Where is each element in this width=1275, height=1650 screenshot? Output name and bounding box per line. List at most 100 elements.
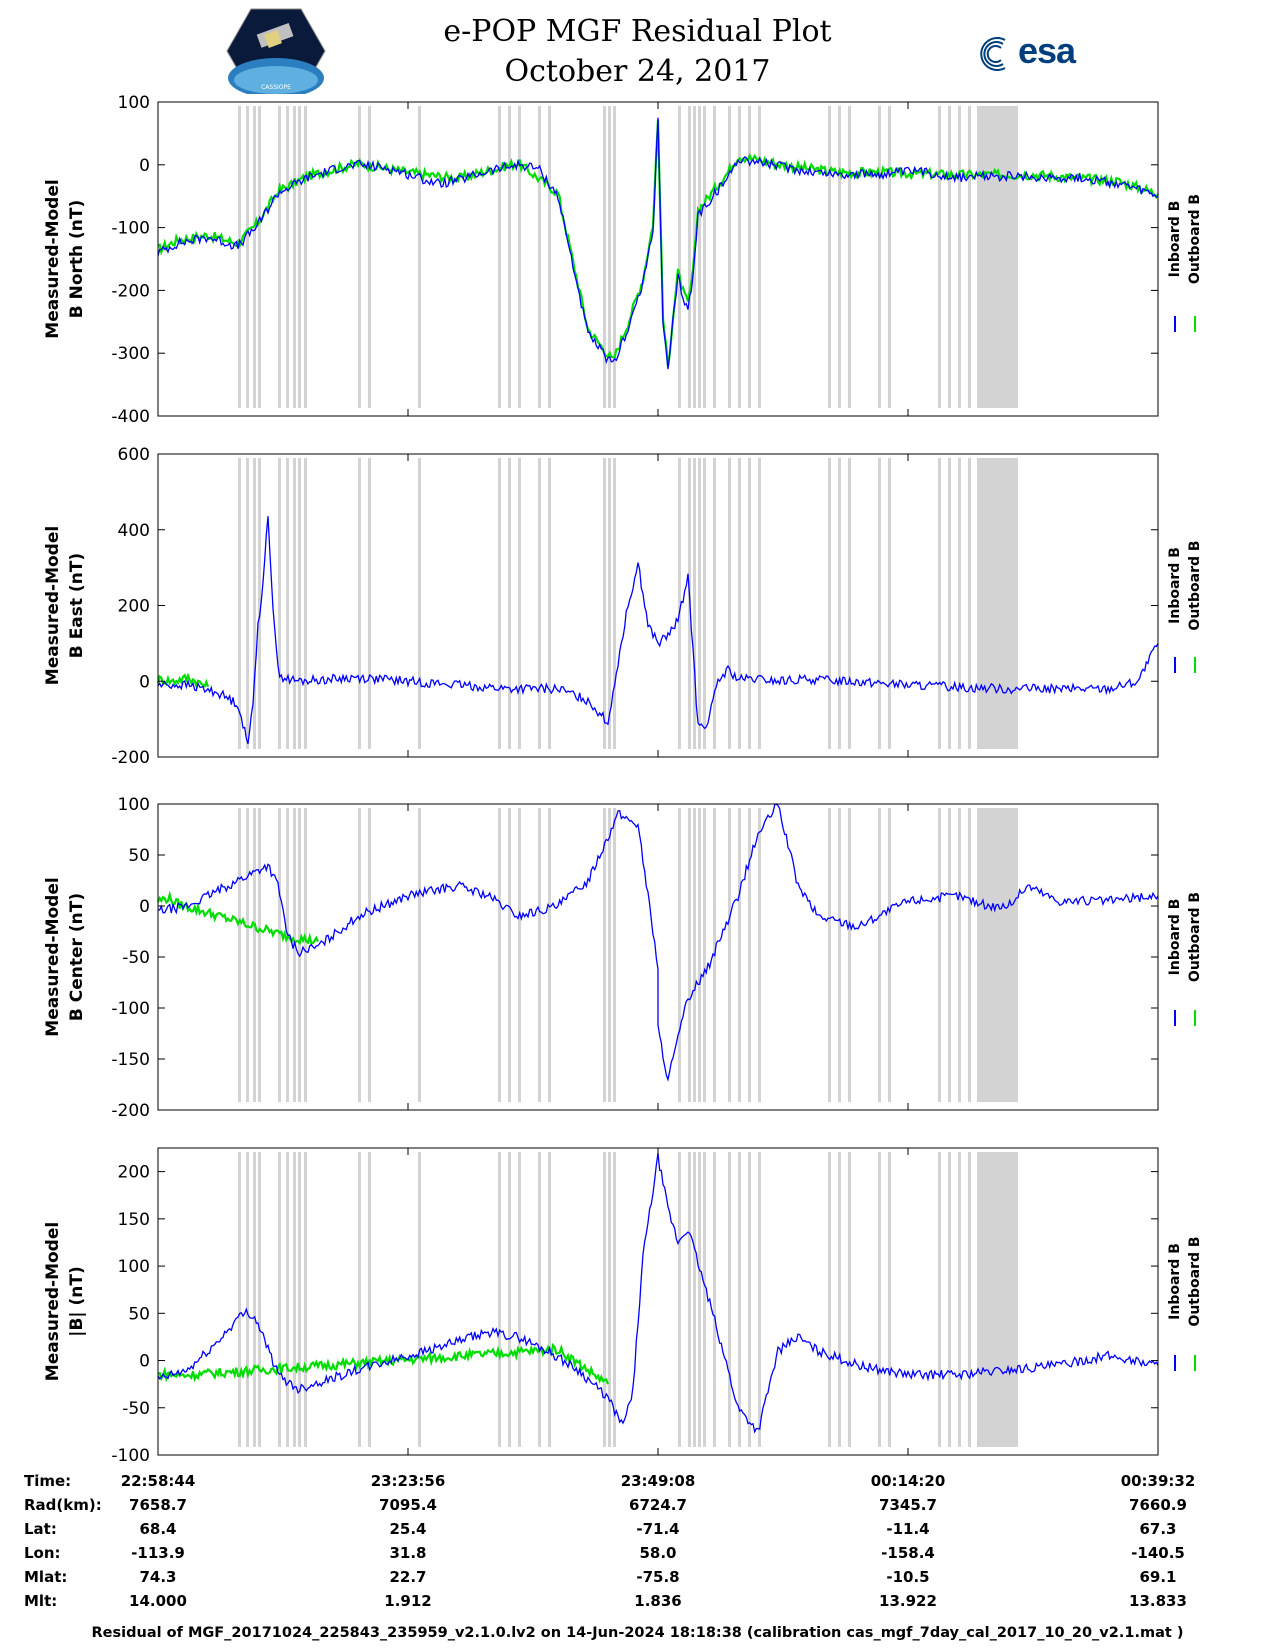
- gap-band: [258, 458, 261, 749]
- y-tick-label: 100: [118, 1257, 150, 1277]
- gap-band: [548, 458, 551, 749]
- gap-band: [613, 1152, 616, 1447]
- legend-outboard-label: Outboard B: [1187, 540, 1203, 630]
- series-outboard-line: [156, 672, 210, 690]
- gap-band: [304, 458, 307, 749]
- legend-outboard-label: Outboard B: [1187, 892, 1203, 982]
- gap-band: [238, 1152, 241, 1447]
- gap-band: [758, 106, 761, 408]
- gap-band: [253, 808, 256, 1102]
- y-axis-label-line2: B East (nT): [67, 553, 87, 658]
- gap-band: [728, 808, 731, 1102]
- gap-band: [613, 106, 616, 408]
- gap-band: [948, 1152, 951, 1447]
- y-tick-label: -150: [111, 1050, 150, 1070]
- gap-band: [498, 1152, 501, 1447]
- gap-band: [608, 808, 611, 1102]
- panel-3: 100 50 0 -50 -100 -150 -200 Measured-Model B Cen…: [43, 795, 1203, 1121]
- gap-band: [678, 106, 681, 408]
- gap-band: [238, 808, 241, 1102]
- gap-band: [368, 106, 371, 408]
- y-tick-label: -50: [122, 1399, 150, 1419]
- gap-band: [368, 808, 371, 1102]
- cassiope-logo-text: CASSIOPE: [261, 84, 291, 91]
- header: CASSIOPE e-POP MGF Residual Plot October…: [0, 0, 1275, 100]
- gap-band: [298, 458, 301, 749]
- cassiope-logo: CASSIOPE: [226, 8, 326, 94]
- gap-band: [878, 106, 881, 408]
- gap-band: [253, 1152, 256, 1447]
- gap-band: [418, 106, 421, 408]
- gap-band: [738, 1152, 741, 1447]
- gap-band: [258, 1152, 261, 1447]
- gap-band: [358, 458, 361, 749]
- gap-band: [293, 808, 296, 1102]
- gap-band: [603, 1152, 606, 1447]
- gap-band: [293, 1152, 296, 1447]
- gap-band: [358, 106, 361, 408]
- legend-inboard-label: Inboard B: [1167, 201, 1183, 278]
- gap-band: [678, 458, 681, 749]
- gap-band: [888, 458, 891, 749]
- y-tick-label: 50: [128, 846, 150, 866]
- gap-band: [508, 458, 511, 749]
- gap-band: [358, 808, 361, 1102]
- y-tick-label: 600: [118, 445, 150, 465]
- gap-band: [828, 458, 831, 749]
- gap-band: [278, 458, 281, 749]
- y-tick-label: -100: [111, 1446, 150, 1466]
- gap-band: [693, 808, 696, 1102]
- gap-band: [728, 1152, 731, 1447]
- y-tick-label: 50: [128, 1304, 150, 1324]
- gap-band: [548, 808, 551, 1102]
- plot-title: e-POP MGF Residual Plot: [443, 14, 832, 49]
- gap-band: [848, 106, 851, 408]
- gap-band: [878, 1152, 881, 1447]
- y-tick-label: 0: [139, 156, 150, 176]
- gap-band: [538, 1152, 541, 1447]
- gap-band: [728, 458, 731, 749]
- plot-date: October 24, 2017: [504, 54, 771, 89]
- gap-band: [713, 458, 716, 749]
- gap-band: [508, 1152, 511, 1447]
- gap-band: [253, 106, 256, 408]
- gap-band: [958, 106, 961, 408]
- y-tick-label: -100: [111, 999, 150, 1019]
- gap-band: [418, 1152, 421, 1447]
- gap-band: [246, 458, 249, 749]
- panel-1: 100 0 -100 -200 -300 -400 Measured-Model B Nort…: [43, 93, 1203, 427]
- gap-band: [958, 808, 961, 1102]
- y-axis-label-line2: B North (nT): [67, 200, 87, 319]
- gap-band: [938, 1152, 941, 1447]
- gap-band: [838, 458, 841, 749]
- gap-band: [693, 458, 696, 749]
- gap-band: [368, 1152, 371, 1447]
- gap-band: [418, 808, 421, 1102]
- gap-band: [368, 458, 371, 749]
- gap-band: [968, 1152, 971, 1447]
- y-axis-label-line2: B Center (nT): [67, 893, 87, 1021]
- gap-band: [758, 458, 761, 749]
- gap-band: [758, 1152, 761, 1447]
- gap-band: [738, 808, 741, 1102]
- gap-band: [968, 808, 971, 1102]
- gap-band: [518, 106, 521, 408]
- gap-band: [748, 106, 751, 408]
- y-tick-label: 0: [139, 897, 150, 917]
- gap-band: [304, 1152, 307, 1447]
- gap-band: [278, 106, 281, 408]
- gap-band: [838, 808, 841, 1102]
- y-tick-label: 400: [118, 521, 150, 541]
- gap-band: [253, 458, 256, 749]
- gap-band: [703, 458, 706, 749]
- gap-band: [968, 106, 971, 408]
- gap-band: [713, 106, 716, 408]
- gap-band: [738, 458, 741, 749]
- gap-band: [828, 106, 831, 408]
- legend-outboard-label: Outboard B: [1187, 1236, 1203, 1326]
- legend-inboard-label: Inboard B: [1167, 899, 1183, 976]
- gap-band: [498, 808, 501, 1102]
- series-inboard-line: [157, 803, 1159, 1082]
- gap-band: [958, 1152, 961, 1447]
